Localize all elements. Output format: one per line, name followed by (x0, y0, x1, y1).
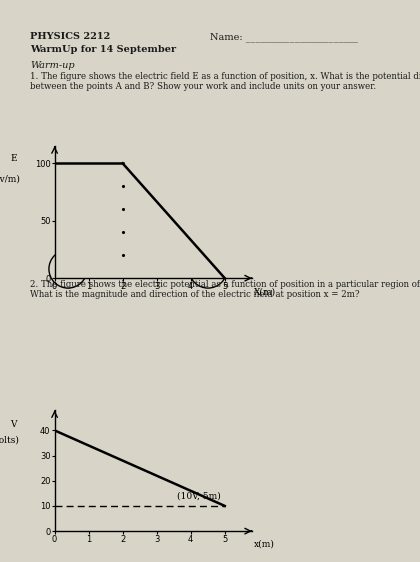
Text: E: E (10, 154, 17, 163)
Text: 1. The figure shows the electric field E as a function of position, x. What is t: 1. The figure shows the electric field E… (30, 72, 420, 92)
Text: WarmUp for 14 September: WarmUp for 14 September (30, 45, 176, 54)
Text: PHYSICS 2212: PHYSICS 2212 (30, 32, 110, 41)
Text: B: B (205, 265, 212, 274)
Text: (v/m): (v/m) (0, 175, 21, 184)
Text: Name: _______________________: Name: _______________________ (210, 32, 358, 42)
Text: Warm-up: Warm-up (30, 61, 75, 70)
Text: a: a (65, 265, 71, 274)
Text: 2. The figure shows the electric potential as a function of position in a partic: 2. The figure shows the electric potenti… (30, 280, 420, 300)
Text: (10V, 5m): (10V, 5m) (177, 491, 221, 500)
Text: x(m): x(m) (254, 540, 275, 549)
Text: V: V (10, 420, 17, 429)
Text: X(m): X(m) (254, 287, 276, 296)
Text: (volts): (volts) (0, 436, 19, 445)
